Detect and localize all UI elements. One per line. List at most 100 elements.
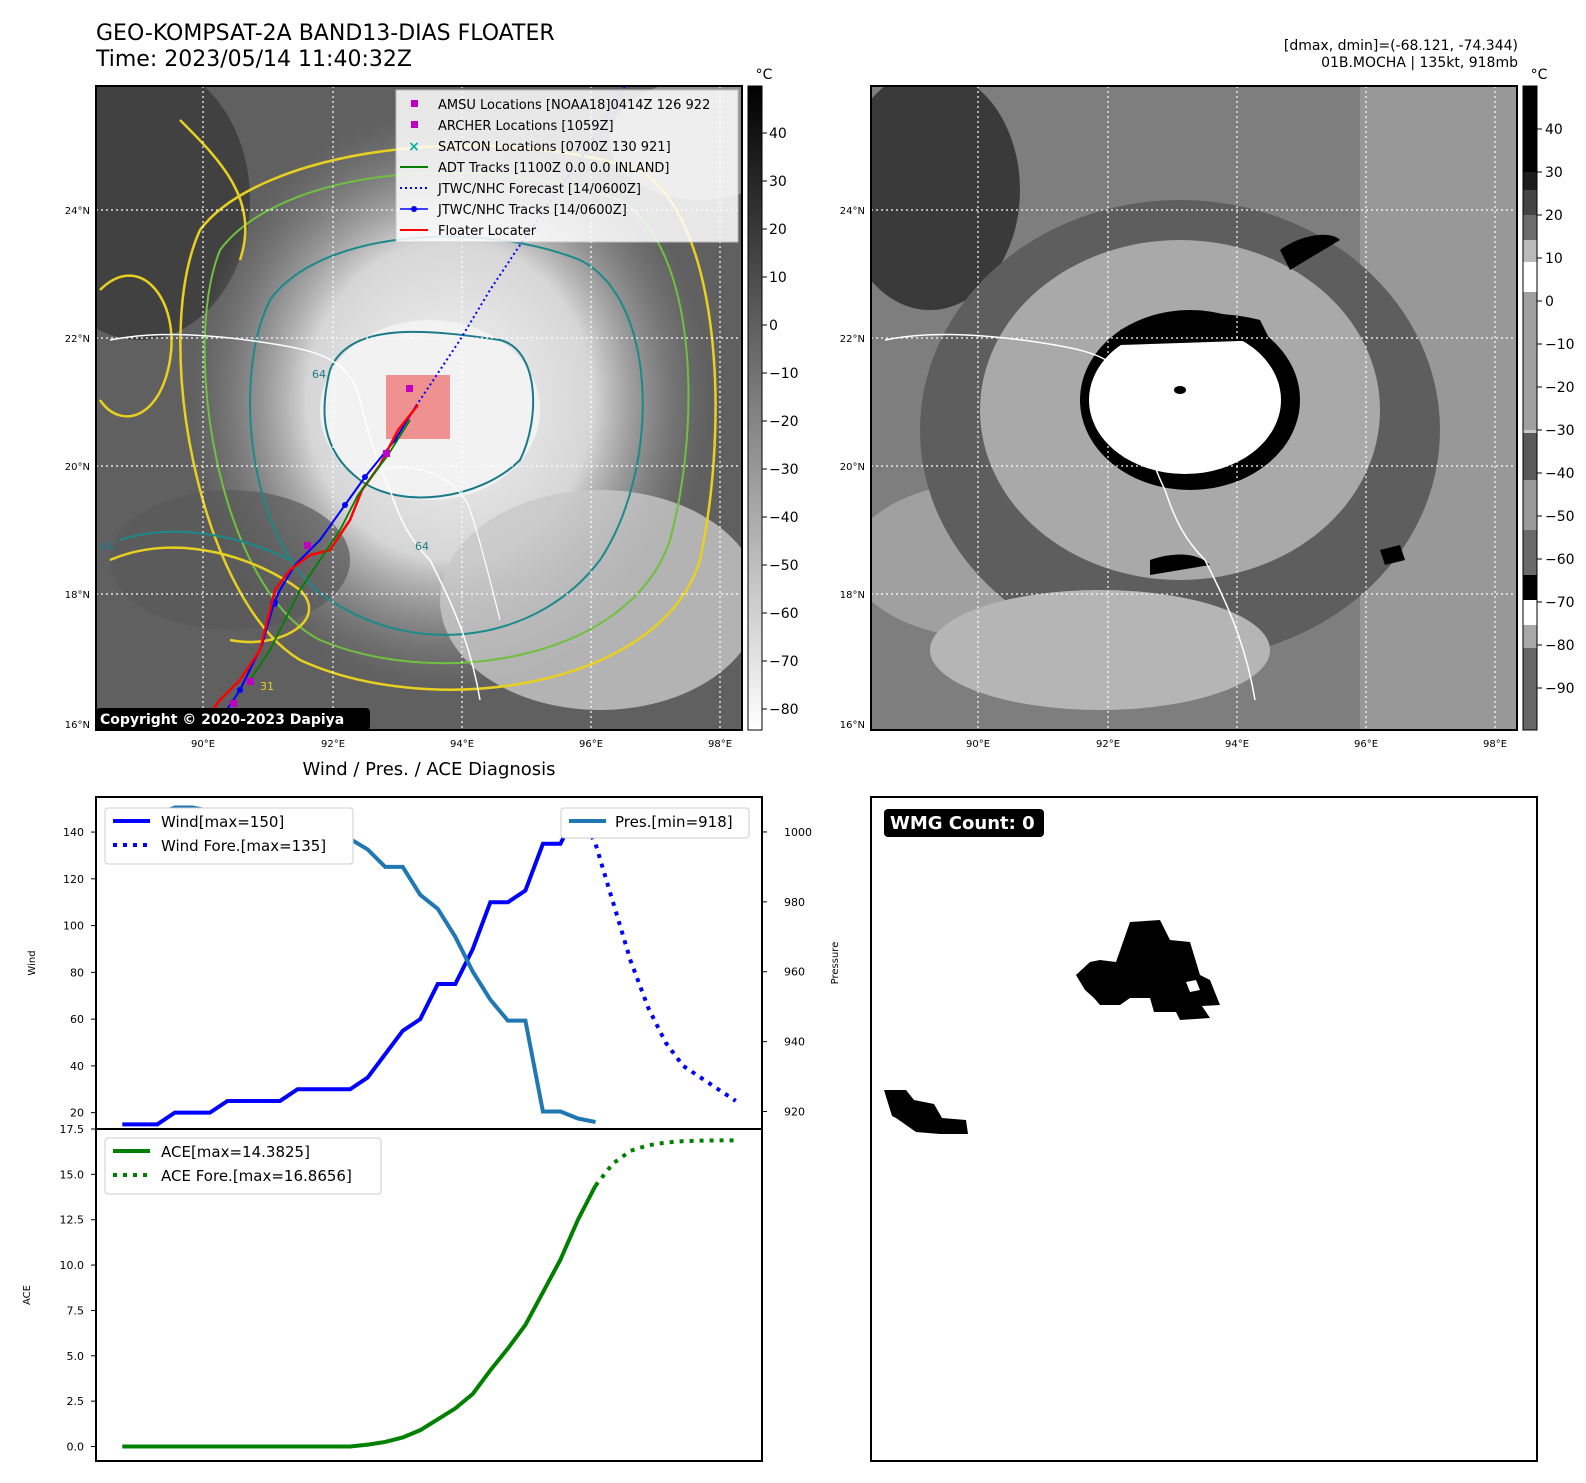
colorbar-right-step: [1523, 215, 1537, 240]
colorbar-right-step: [1523, 262, 1537, 292]
svg-text:98°E: 98°E: [708, 739, 732, 750]
y-tick-label: 10.0: [60, 1259, 85, 1272]
colorbar-right-step: [1523, 172, 1537, 190]
legend-label: ACE[max=14.3825]: [161, 1143, 310, 1161]
legend-label: Pres.[min=918]: [615, 813, 733, 831]
contour-label: 64: [415, 540, 429, 553]
y-tick-label: 17.5: [60, 1123, 85, 1136]
colorbar-left-tick-label: 30: [769, 174, 787, 190]
colorbar-right: °C 40 30 20 10 0 −10 −20 −30 −40 −50 −60 −70 −80 −90: [1522, 67, 1575, 731]
svg-text:94°E: 94°E: [450, 739, 474, 750]
legend-label: Wind[max=150]: [161, 813, 284, 831]
svg-text:98°E: 98°E: [1483, 739, 1507, 750]
y-tick-label: 100: [63, 920, 84, 933]
contour-label: 31: [260, 680, 274, 693]
series-line: [593, 1138, 736, 1187]
colorbar-right-tick-label: −60: [1545, 552, 1575, 568]
y-tick-label: 80: [70, 966, 84, 979]
y-tick-label: 980: [784, 896, 805, 909]
ir-map-frame: [95, 85, 743, 731]
colorbar-right-step: [1523, 575, 1537, 600]
y-tick-label: 7.5: [67, 1304, 85, 1317]
legend-label: JTWC/NHC Tracks [14/0600Z]: [437, 203, 627, 218]
colorbar-right-tick-label: −20: [1545, 380, 1575, 396]
colorbar-left-tick-label: −30: [769, 462, 799, 478]
colorbar-left-tick-label: −60: [769, 606, 799, 622]
legend-marker-x: ×: [408, 139, 420, 155]
figure-time: Time: 2023/05/14 11:40:32Z: [95, 47, 412, 72]
colorbar-left-tick-label: 20: [769, 222, 787, 238]
colorbar-right-step: [1523, 292, 1537, 430]
enhanced-map-panel: [871, 86, 1517, 730]
colorbar-right-step: [1523, 190, 1537, 215]
legend-label: AMSU Locations [NOAA18]0414Z 126 922: [438, 98, 710, 113]
colorbar-right-tick-label: −50: [1545, 509, 1575, 525]
colorbar-right-tick-label: 0: [1545, 294, 1554, 310]
svg-text:18°N: 18°N: [65, 590, 90, 601]
colorbar-right-step: [1523, 240, 1537, 262]
svg-text:22°N: 22°N: [65, 334, 90, 345]
wmg-panel: WMG Count: 0: [870, 796, 1538, 1462]
y-tick-label: 1000: [784, 826, 812, 839]
map-gridlines: [96, 86, 742, 730]
y-tick-label: 5.0: [67, 1350, 85, 1363]
colorbar-right-tick-label: −70: [1545, 595, 1575, 611]
svg-text:90°E: 90°E: [191, 739, 215, 750]
diagnosis-title: Wind / Pres. / ACE Diagnosis: [302, 759, 555, 780]
ir-map-lat-labels: 24°N 22°N 20°N 18°N 16°N: [65, 206, 90, 731]
y-tick-label: 40: [70, 1060, 84, 1073]
colorbar-left-tick-label: −40: [769, 510, 799, 526]
colorbar-left-tick-label: −10: [769, 366, 799, 382]
svg-text:94°E: 94°E: [1225, 739, 1249, 750]
storm-info-label: 01B.MOCHA | 135kt, 918mb: [1321, 55, 1518, 71]
ace-axis-label: ACE: [22, 1285, 33, 1305]
contour-64: [323, 330, 535, 499]
legend-label: ADT Tracks [1100Z 0.0 0.0 INLAND]: [438, 161, 670, 176]
colorbar-right-tick-label: −30: [1545, 423, 1575, 439]
contour-label: 64: [312, 368, 326, 381]
adt-track: [249, 419, 411, 681]
svg-text:16°N: 16°N: [65, 720, 90, 731]
wind-legend: Wind[max=150] Wind Fore.[max=135]: [104, 807, 354, 865]
archer-amsu-markers: [230, 385, 413, 707]
wind-pressure-chart: 20 40 60 80 100 120 140 920 940 960 980 1000 Wind[ma…: [27, 796, 841, 1130]
map-legend: AMSU Locations [NOAA18]0414Z 126 922 ARCH…: [395, 89, 739, 243]
y-tick-label: 12.5: [60, 1214, 85, 1227]
colorbar-right-step: [1523, 530, 1537, 575]
svg-text:24°N: 24°N: [65, 206, 90, 217]
wmg-blob: [884, 1090, 968, 1134]
colorbar-left-tick-label: 10: [769, 270, 787, 286]
legend-label: JTWC/NHC Forecast [14/0600Z]: [437, 182, 641, 197]
colorbar-right-step: [1523, 430, 1537, 433]
svg-text:92°E: 92°E: [1096, 739, 1120, 750]
enhanced-map-lon-labels: 90°E 92°E 94°E 96°E 98°E: [966, 739, 1507, 750]
legend-label: ARCHER Locations [1059Z]: [438, 119, 614, 134]
y-tick-label: 0.0: [67, 1440, 85, 1453]
dmax-dmin-label: [dmax, dmin]=(-68.121, -74.344): [1284, 38, 1518, 54]
legend-label: ACE Fore.[max=16.8656]: [161, 1167, 352, 1185]
colorbar-right-tick-label: −10: [1545, 337, 1575, 353]
colorbar-left-tick-label: −20: [769, 414, 799, 430]
y-tick-label: 20: [70, 1107, 84, 1120]
enhanced-map-lat-labels: 24°N 22°N 20°N 18°N 16°N: [840, 206, 865, 731]
y-tick-label: 920: [784, 1106, 805, 1119]
ace-chart: 0.0 2.5 5.0 7.5 10.0 12.5 15.0 17.5 ACE[max=14.3…: [22, 1123, 763, 1462]
copyright-text: Copyright © 2020-2023 Dapiya: [100, 712, 344, 728]
series-line: [122, 1184, 598, 1449]
colorbar-left-tick-label: −50: [769, 558, 799, 574]
y-tick-label: 960: [784, 966, 805, 979]
colorbar-right-step: [1523, 480, 1537, 530]
colorbar-right-step: [1523, 86, 1537, 172]
svg-text:96°E: 96°E: [1354, 739, 1378, 750]
y-tick-label: 120: [63, 873, 84, 886]
svg-text:90°E: 90°E: [966, 739, 990, 750]
wmg-count-text: WMG Count: 0: [890, 813, 1035, 834]
legend-item: Floater Locater: [400, 224, 537, 239]
y-tick-label: 15.0: [60, 1168, 85, 1181]
colorbar-right-step: [1523, 433, 1537, 480]
legend-item: ARCHER Locations [1059Z]: [411, 119, 614, 134]
y-tick-label: 940: [784, 1036, 805, 1049]
colorbar-right-tick-label: 30: [1545, 165, 1563, 181]
colorbar-left-tick-label: −80: [769, 702, 799, 718]
